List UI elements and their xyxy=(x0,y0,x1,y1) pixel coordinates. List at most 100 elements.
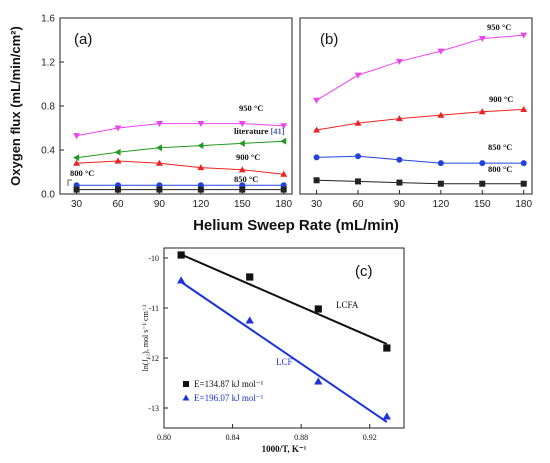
c-x-tick-label: 0.88 xyxy=(294,433,308,442)
label-800: 800 °C xyxy=(70,168,94,178)
label-b-800: 800 °C xyxy=(488,164,512,174)
data-point xyxy=(114,125,122,132)
data-point xyxy=(73,159,81,166)
panel-a-label: (a) xyxy=(74,31,92,48)
panel-c: (c) 0.80 0.84 0.88 0.92 -10 -11 -12 -13 LCFA LC… xyxy=(141,247,405,454)
series-line xyxy=(76,160,284,175)
data-point xyxy=(520,160,527,167)
panel-c-frame xyxy=(163,247,405,429)
panel-c-series xyxy=(177,251,391,423)
xlabel-helium-sweep: Helium Sweep Rate (mL/min) xyxy=(193,217,399,234)
data-point xyxy=(382,412,391,420)
data-point xyxy=(280,137,287,145)
x-tick-label: 180 xyxy=(275,199,292,210)
label-literature-ref: [41] xyxy=(270,126,284,136)
data-point xyxy=(354,72,362,79)
data-point xyxy=(115,186,121,193)
x-tick-label: 180 xyxy=(515,199,532,210)
data-point xyxy=(238,121,246,128)
data-point xyxy=(155,121,163,128)
panel-a: (a) 30 60 90 120 150 180 0.0 0.4 0.8 1.2 1.6 950 °… xyxy=(41,14,293,211)
data-point xyxy=(478,108,486,115)
label-950: 950 °C xyxy=(239,103,263,113)
panel-c-label: (c) xyxy=(355,263,373,280)
x-tick-label: 90 xyxy=(394,199,406,210)
x-tick-label: 150 xyxy=(474,199,491,210)
data-point xyxy=(280,186,287,193)
panel-b: (b) 30 60 90 120 150 180 950 °C 900 °C 850 °C… xyxy=(299,17,533,210)
data-point xyxy=(155,159,163,166)
data-point xyxy=(313,126,321,133)
series-line xyxy=(316,155,524,164)
y-tick-label: 1.6 xyxy=(41,14,55,25)
data-point xyxy=(280,123,288,130)
data-point xyxy=(437,160,444,167)
x-tick-label: 60 xyxy=(352,199,364,210)
data-point xyxy=(354,119,362,126)
x-tick-label: 120 xyxy=(433,199,450,210)
series-line xyxy=(316,179,524,185)
panel-a-series xyxy=(73,121,288,193)
data-point xyxy=(314,377,323,385)
panel-b-label: (b) xyxy=(320,31,338,48)
c-y-tick-label: -13 xyxy=(148,404,159,413)
data-point xyxy=(437,180,444,187)
data-point xyxy=(245,316,254,324)
label-b-850: 850 °C xyxy=(488,142,512,152)
data-point xyxy=(73,186,80,193)
data-point xyxy=(239,186,246,193)
c-y-tick-label: -12 xyxy=(148,354,159,363)
x-tick-label: 60 xyxy=(112,199,124,210)
data-point xyxy=(479,160,486,167)
label-literature-text: literature xyxy=(234,126,270,136)
series-line xyxy=(76,123,284,137)
legend-marker xyxy=(183,381,189,387)
y-tick-label: 0.8 xyxy=(41,102,55,113)
legend-label: E=196.07 kJ mol⁻¹ xyxy=(194,393,264,403)
legend-marker xyxy=(182,394,190,401)
data-point xyxy=(197,121,205,128)
label-literature: literature [41] xyxy=(234,126,285,136)
label-b-900: 900 °C xyxy=(489,94,513,104)
data-point xyxy=(177,251,185,259)
x-tick-label: 90 xyxy=(154,199,166,210)
label-850: 850 °C xyxy=(234,174,258,184)
fit-line xyxy=(180,281,388,423)
data-point xyxy=(437,111,445,118)
panel-c-legend: E=134.87 kJ mol⁻¹ E=196.07 kJ mol⁻¹ xyxy=(182,379,264,403)
panel-c-ylabel: ln(J₀₂), mol s⁻¹ cm⁻² xyxy=(141,304,150,371)
data-point xyxy=(520,105,528,112)
data-point xyxy=(395,115,403,122)
panel-b-series xyxy=(313,32,528,187)
y-tick-label: 0.4 xyxy=(41,146,55,157)
panel-b-frame xyxy=(299,17,533,195)
data-point xyxy=(314,305,322,313)
data-point xyxy=(114,157,122,164)
data-point xyxy=(479,180,486,187)
data-point xyxy=(177,276,186,284)
x-tick-label: 150 xyxy=(234,199,251,210)
panel-a-axes: 30 60 90 120 150 180 0.0 0.4 0.8 1.2 1.6 xyxy=(41,14,292,211)
data-point xyxy=(396,156,403,163)
c-y-tick-label: -11 xyxy=(149,304,159,313)
data-point xyxy=(197,142,204,150)
data-point xyxy=(355,153,361,160)
legend-label: E=134.87 kJ mol⁻¹ xyxy=(194,379,264,389)
data-point xyxy=(197,164,205,171)
label-900: 900 °C xyxy=(236,152,260,162)
series-line xyxy=(76,140,284,159)
label-lcfa: LCFA xyxy=(336,300,359,310)
series-line xyxy=(316,34,524,101)
data-point xyxy=(383,344,391,352)
data-point xyxy=(238,139,245,147)
panel-c-xlabel: 1000/T, K⁻¹ xyxy=(262,444,307,454)
series-line xyxy=(316,108,524,131)
x-tick-label: 30 xyxy=(311,199,323,210)
panel-b-axes: 30 60 90 120 150 180 xyxy=(311,190,532,210)
data-point xyxy=(246,273,254,281)
data-point xyxy=(238,166,246,173)
fit-line xyxy=(180,253,388,345)
c-y-tick-label: -10 xyxy=(148,254,159,263)
data-point xyxy=(73,154,80,162)
data-point xyxy=(520,180,527,187)
